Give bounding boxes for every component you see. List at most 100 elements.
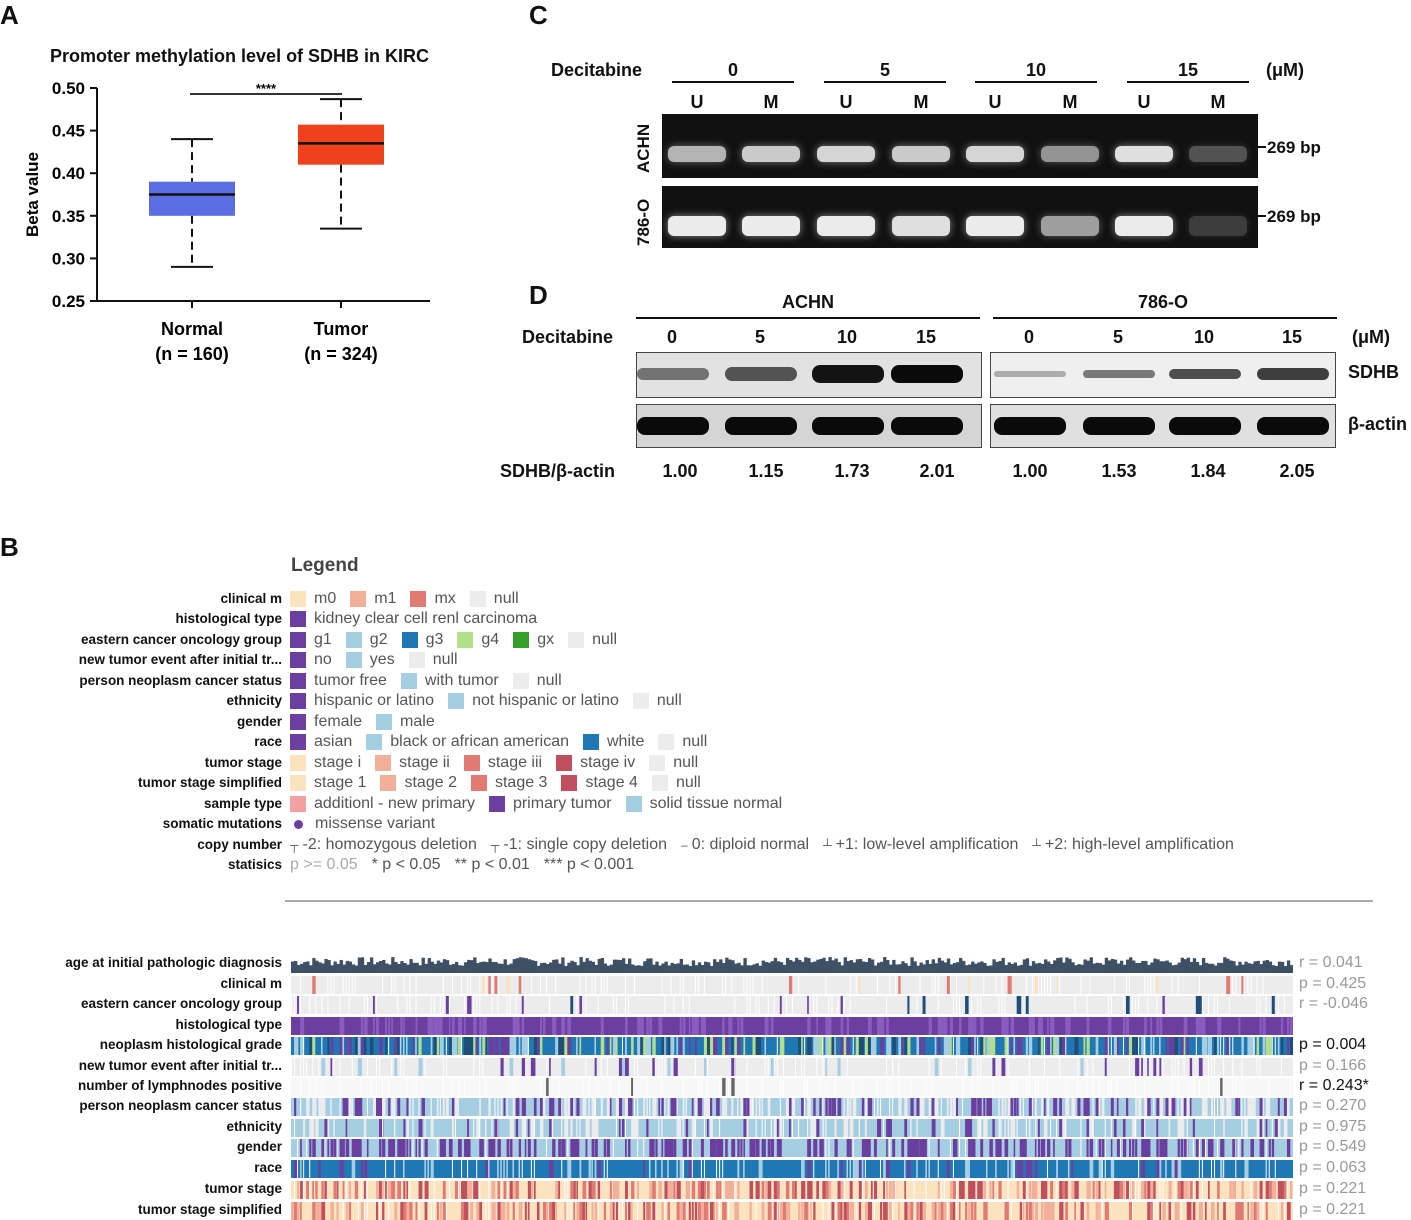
age-bar — [1171, 965, 1175, 973]
track-cell — [980, 1139, 984, 1157]
track-cell — [643, 1037, 648, 1055]
track-gap — [779, 1098, 781, 1116]
track-gap — [1119, 1139, 1121, 1157]
legend-item: not hispanic or latino — [448, 692, 619, 710]
track-gap — [1214, 1058, 1216, 1076]
track-cell — [682, 1098, 685, 1116]
track-cell — [418, 1139, 421, 1157]
track-cell — [1104, 1037, 1110, 1055]
track-gap — [722, 976, 724, 994]
age-bar — [1086, 960, 1090, 973]
track-cell — [418, 1037, 422, 1055]
track-label: gender — [236, 1139, 282, 1154]
track-cell — [1016, 1181, 1020, 1199]
age-bar — [798, 959, 802, 973]
track-cell — [357, 1037, 361, 1055]
track-cell — [391, 1098, 394, 1116]
track-cell — [855, 1160, 861, 1178]
band-size-label-achn: 269 bp — [1267, 138, 1321, 157]
gel-band — [1041, 146, 1099, 162]
age-bar — [306, 961, 310, 973]
track-gap — [345, 976, 347, 994]
age-bar — [482, 961, 486, 973]
track-cell — [1065, 1202, 1068, 1220]
track-cell — [348, 1202, 352, 1220]
track-cell — [971, 1017, 974, 1035]
age-bar — [1007, 962, 1011, 973]
track-gap — [333, 1058, 335, 1076]
track-strip — [291, 976, 1293, 994]
track-gap — [1235, 1160, 1237, 1178]
track-gap — [1107, 1078, 1109, 1096]
track-gap — [1028, 1078, 1030, 1096]
track-cell — [1277, 1098, 1280, 1116]
track-gap — [315, 1078, 317, 1096]
track-gap — [697, 976, 699, 994]
track-cell — [464, 1202, 469, 1220]
track-gap — [959, 1119, 960, 1137]
track-gap — [889, 1078, 891, 1096]
age-bar — [971, 961, 975, 973]
track-gap — [1153, 1202, 1155, 1220]
track-gap — [606, 1058, 608, 1076]
track-cell — [1074, 1202, 1077, 1220]
track-gap — [573, 1098, 575, 1116]
age-bar — [454, 961, 459, 973]
track-gap — [761, 1119, 763, 1137]
track-gap — [792, 1119, 793, 1137]
track-cell — [1126, 1098, 1129, 1116]
track-cell — [388, 1139, 393, 1157]
track-cell — [1034, 1119, 1037, 1137]
blot-band — [812, 365, 884, 383]
track-cell — [968, 1017, 972, 1035]
track-cell — [725, 1098, 728, 1116]
track-gap — [1198, 1078, 1200, 1096]
track-cell — [740, 1017, 744, 1035]
track-cell — [1007, 976, 1012, 994]
track-cell — [910, 1098, 914, 1116]
legend-item: *** p < 0.001 — [544, 856, 634, 874]
age-bar — [652, 964, 656, 973]
track-cell — [946, 1098, 949, 1116]
track-gap — [855, 1202, 857, 1220]
track-cell — [318, 1202, 322, 1220]
gel-band — [1115, 146, 1173, 162]
track-gap — [1192, 1078, 1194, 1096]
track-cell — [849, 1139, 852, 1157]
track-cell — [1086, 1139, 1089, 1157]
blot-band — [812, 417, 884, 435]
track-cell — [649, 1037, 651, 1055]
track-cell — [1217, 1202, 1219, 1220]
track-gap — [615, 996, 617, 1014]
track-gap — [1262, 1098, 1264, 1116]
track-cell — [1204, 1037, 1208, 1055]
track-cell — [1159, 1160, 1162, 1178]
track-gap — [424, 1119, 426, 1137]
track-cell — [546, 1078, 549, 1096]
track-gap — [479, 976, 481, 994]
track-cell — [567, 1037, 572, 1055]
track-cell — [1177, 1139, 1180, 1157]
track-gap — [1122, 1037, 1124, 1055]
age-bar — [333, 961, 337, 973]
track-cell — [916, 1202, 919, 1220]
track-cell — [363, 1181, 366, 1199]
track-cell — [1101, 1098, 1105, 1116]
legend-item: null — [649, 754, 698, 772]
track-gap — [1232, 976, 1234, 994]
track-cell — [646, 1037, 650, 1055]
track-cell — [998, 1181, 1002, 1199]
track-cell — [1016, 1098, 1019, 1116]
track-cell — [898, 1037, 902, 1055]
track-gap — [336, 1139, 338, 1157]
track-cell — [694, 1098, 698, 1116]
track-gap — [512, 1078, 514, 1096]
track-cell — [1080, 1202, 1084, 1220]
track-cell — [503, 1037, 507, 1055]
track-gap — [834, 1202, 836, 1220]
legend-dot-marker — [294, 819, 303, 829]
track-cell — [673, 1139, 677, 1157]
track-gap — [910, 1119, 912, 1137]
track-gap — [816, 996, 818, 1014]
track-cell — [934, 1037, 937, 1055]
